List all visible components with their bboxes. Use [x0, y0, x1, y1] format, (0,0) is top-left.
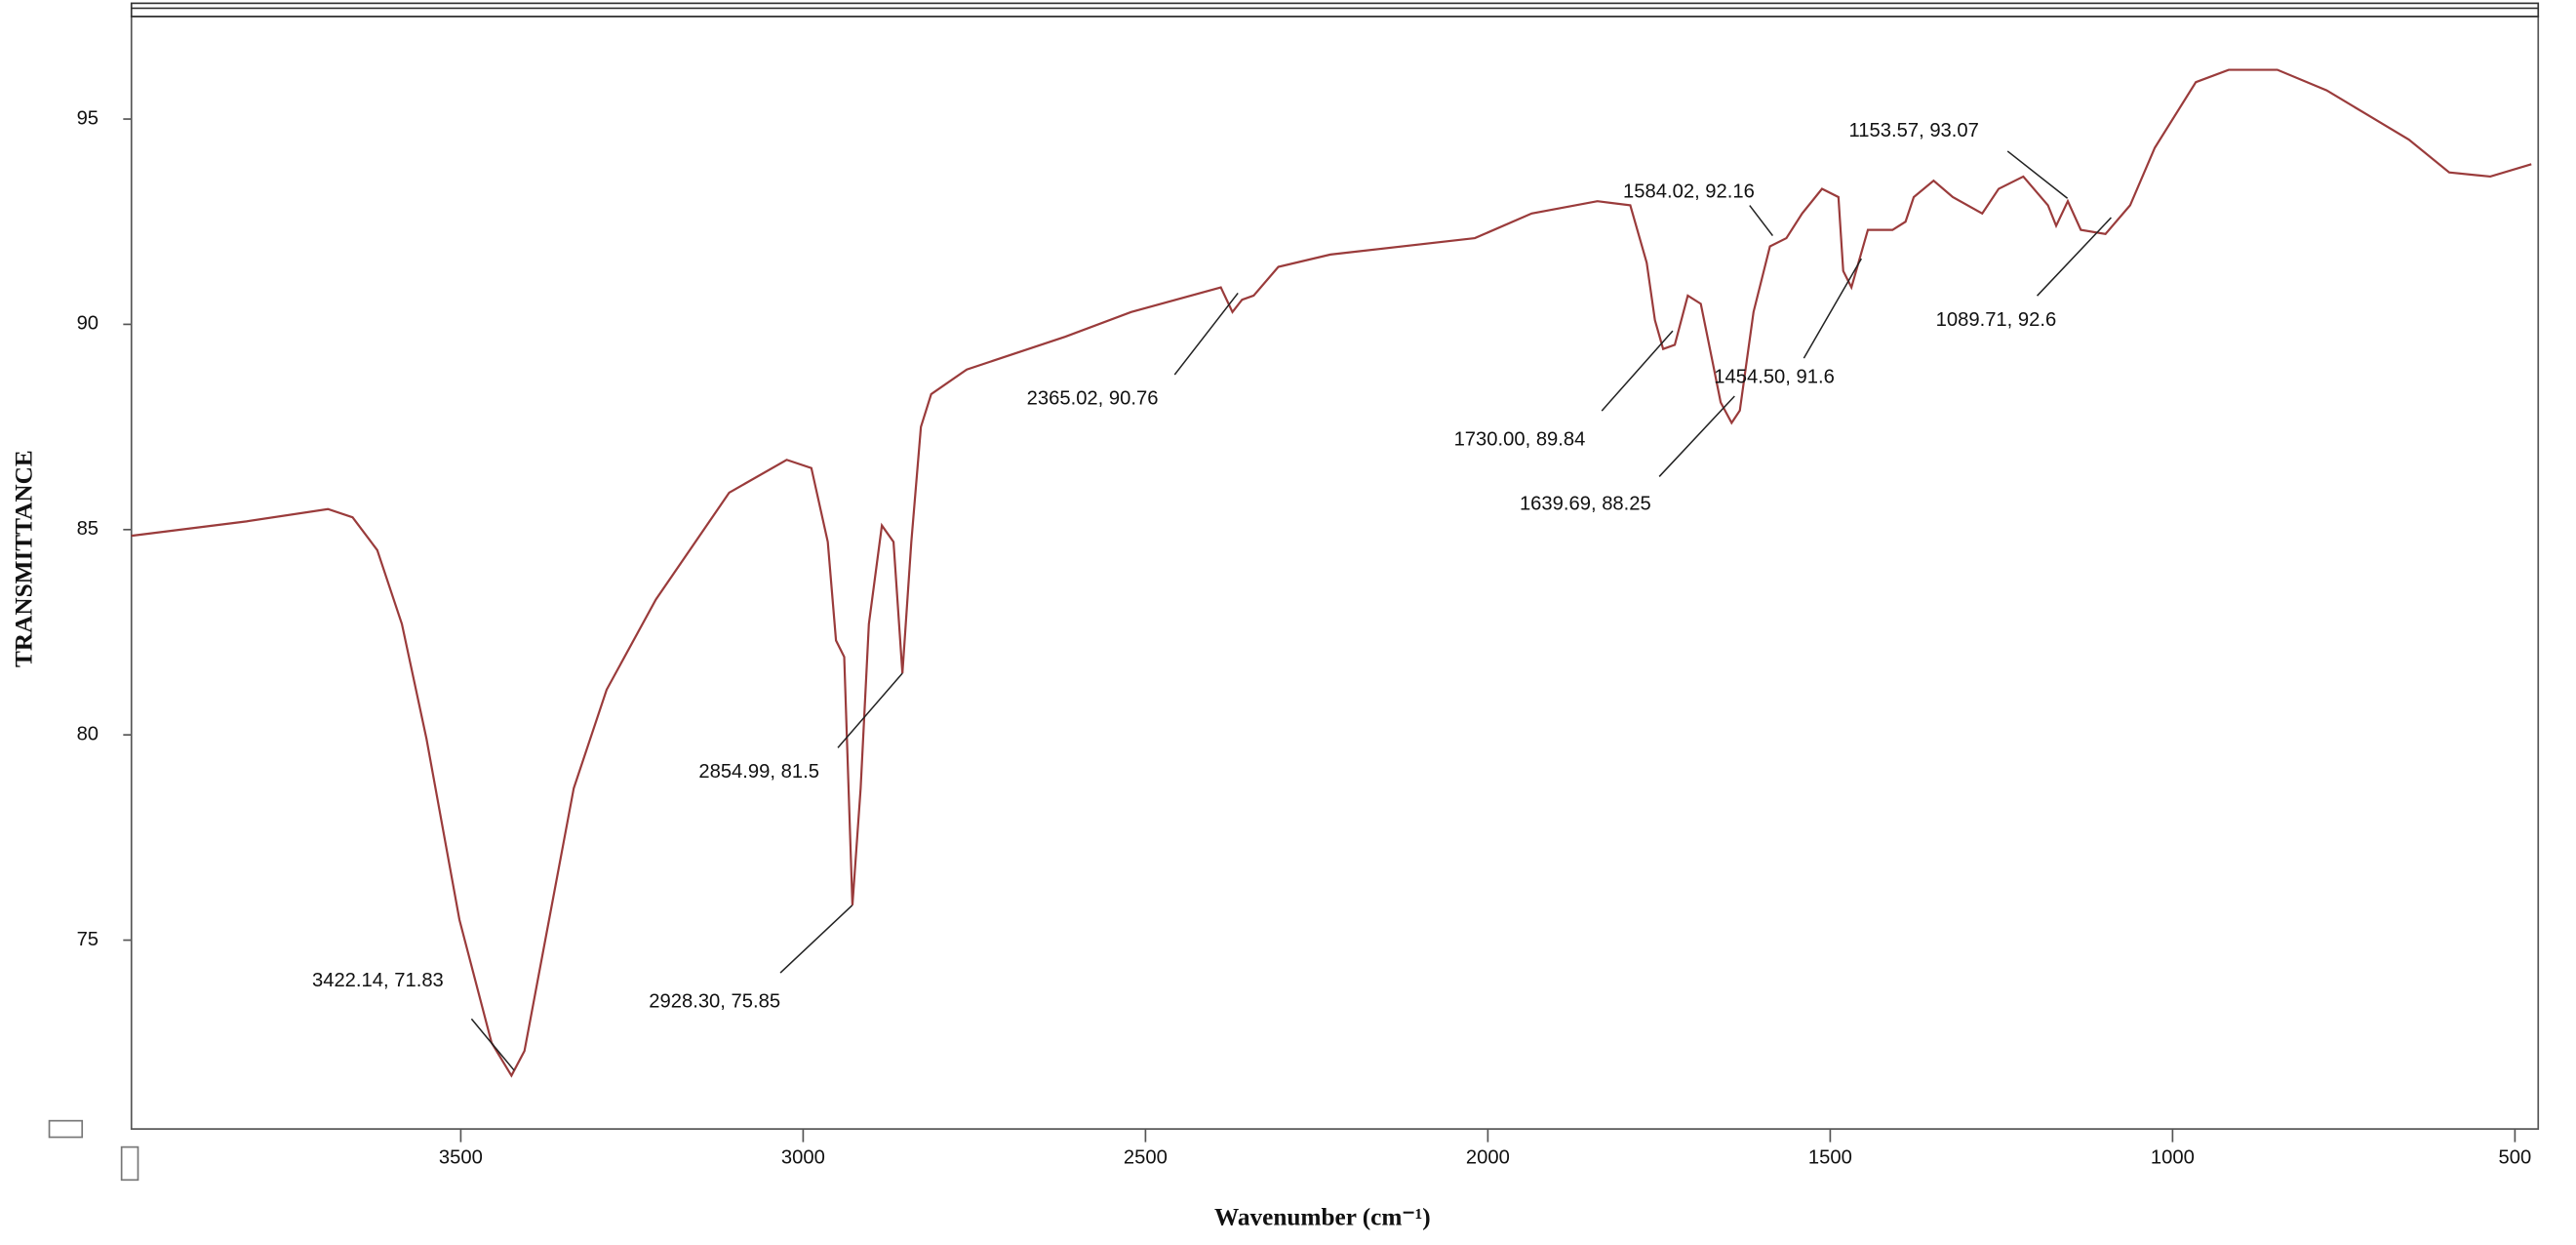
annotation-label: 1730.00, 89.84	[1454, 429, 1586, 451]
y-tick-label: 75	[77, 929, 99, 950]
annotation-leader	[1601, 330, 1674, 412]
y-tick-label: 95	[77, 107, 99, 129]
annotation-leader	[470, 1018, 515, 1071]
annotation-label: 1454.50, 91.6	[1714, 367, 1835, 388]
annotation-leader	[1658, 395, 1735, 477]
x-tick-label: 2000	[1466, 1147, 1510, 1169]
annotation-leader	[2006, 150, 2069, 199]
annotation-label: 3422.14, 71.83	[312, 970, 444, 991]
annotation-leader	[2036, 217, 2112, 297]
annotation-label: 1584.02, 92.16	[1623, 181, 1755, 202]
annotation-label: 2928.30, 75.85	[649, 991, 780, 1013]
annotation-label: 1639.69, 88.25	[1520, 493, 1651, 514]
y-tick-label: 80	[77, 724, 99, 745]
annotation-label: 2365.02, 90.76	[1027, 388, 1159, 410]
annotation-label: 1153.57, 93.07	[1849, 120, 1979, 141]
annotation-leader	[1803, 258, 1862, 359]
x-tick-label: 3000	[781, 1147, 825, 1169]
plot-frame	[130, 16, 2540, 1130]
icon	[48, 1119, 84, 1139]
annotation-leader	[837, 672, 903, 748]
annotation-leader	[1173, 292, 1239, 376]
icon	[120, 1145, 139, 1182]
annotation-leader	[1749, 205, 1774, 236]
x-tick-label: 1500	[1808, 1147, 1852, 1169]
x-tick-label: 1000	[2151, 1147, 2195, 1169]
spectrum-line	[131, 68, 2532, 1078]
y-tick-label: 90	[77, 313, 99, 335]
x-axis-label: Wavenumber (cm⁻¹)	[1214, 1204, 1431, 1231]
top-bar	[130, 2, 2540, 18]
y-tick-label: 85	[77, 518, 99, 540]
y-axis-label: TRANSMITTANCE	[11, 450, 38, 667]
annotation-label: 1089.71, 92.6	[1936, 309, 2057, 331]
annotation-label: 2854.99, 81.5	[698, 761, 819, 783]
x-tick-label: 3500	[439, 1147, 483, 1169]
annotation-leader	[779, 904, 853, 974]
x-tick-label: 2500	[1124, 1147, 1168, 1169]
x-tick-label: 500	[2499, 1147, 2532, 1169]
